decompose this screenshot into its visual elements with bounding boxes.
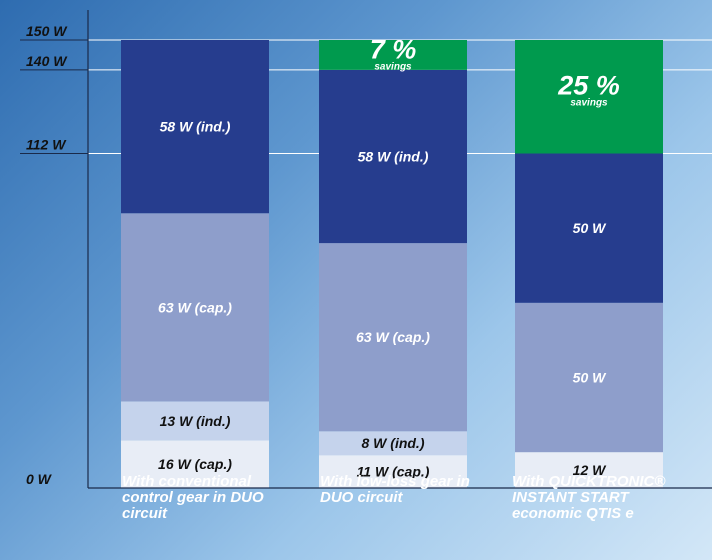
segment-label: 12 W bbox=[573, 462, 607, 478]
y-tick-label: 150 W bbox=[26, 23, 68, 39]
bar-segment bbox=[515, 153, 663, 303]
bar-segment bbox=[319, 243, 467, 432]
segment-label: 63 W (cap.) bbox=[158, 299, 232, 315]
segment-label: 11 W (cap.) bbox=[357, 464, 430, 480]
savings-segment bbox=[515, 40, 663, 154]
segment-labels: 16 W (cap.) 13 W (ind.) 63 W (cap.) 58 W (i… bbox=[158, 35, 620, 480]
bar-segment bbox=[319, 455, 467, 488]
segment-label: 16 W (cap.) bbox=[158, 456, 232, 472]
savings-percent: 7 % bbox=[370, 35, 417, 65]
bar-segment bbox=[319, 69, 467, 244]
segment-label: 58 W (ind.) bbox=[160, 119, 231, 135]
segment-label: 8 W (ind.) bbox=[362, 435, 425, 451]
bar-segment bbox=[121, 213, 269, 402]
axes: 150 W 140 W 112 W 0 W bbox=[20, 10, 712, 489]
y-tick-label: 0 W bbox=[26, 471, 53, 487]
segment-label: 13 W (ind.) bbox=[160, 413, 231, 429]
category-label-1: With conventional control gear in DUO ci… bbox=[122, 473, 264, 522]
bar-segment bbox=[319, 431, 467, 456]
category-label-2: With low-loss gear in DUO circuit bbox=[320, 473, 470, 506]
y-tick-label: 140 W bbox=[26, 53, 68, 69]
bar-segment bbox=[121, 440, 269, 488]
savings-label: savings bbox=[570, 97, 608, 108]
bar-segment bbox=[121, 401, 269, 441]
y-tick-label: 112 W bbox=[26, 136, 67, 152]
category-label-3: With QUICKTRONIC® INSTANT START economic… bbox=[512, 473, 666, 522]
bar-segment bbox=[121, 40, 269, 214]
savings-segment bbox=[319, 40, 467, 70]
savings-percent: 25 % bbox=[557, 70, 620, 100]
segment-label: 63 W (cap.) bbox=[356, 329, 430, 345]
segment-label: 50 W bbox=[573, 369, 607, 385]
bar-segment bbox=[515, 302, 663, 453]
bars bbox=[121, 40, 663, 488]
savings-label: savings bbox=[374, 62, 412, 73]
segment-label: 58 W (ind.) bbox=[358, 148, 429, 164]
segment-label: 50 W bbox=[573, 220, 607, 236]
bar-segment bbox=[515, 452, 663, 488]
